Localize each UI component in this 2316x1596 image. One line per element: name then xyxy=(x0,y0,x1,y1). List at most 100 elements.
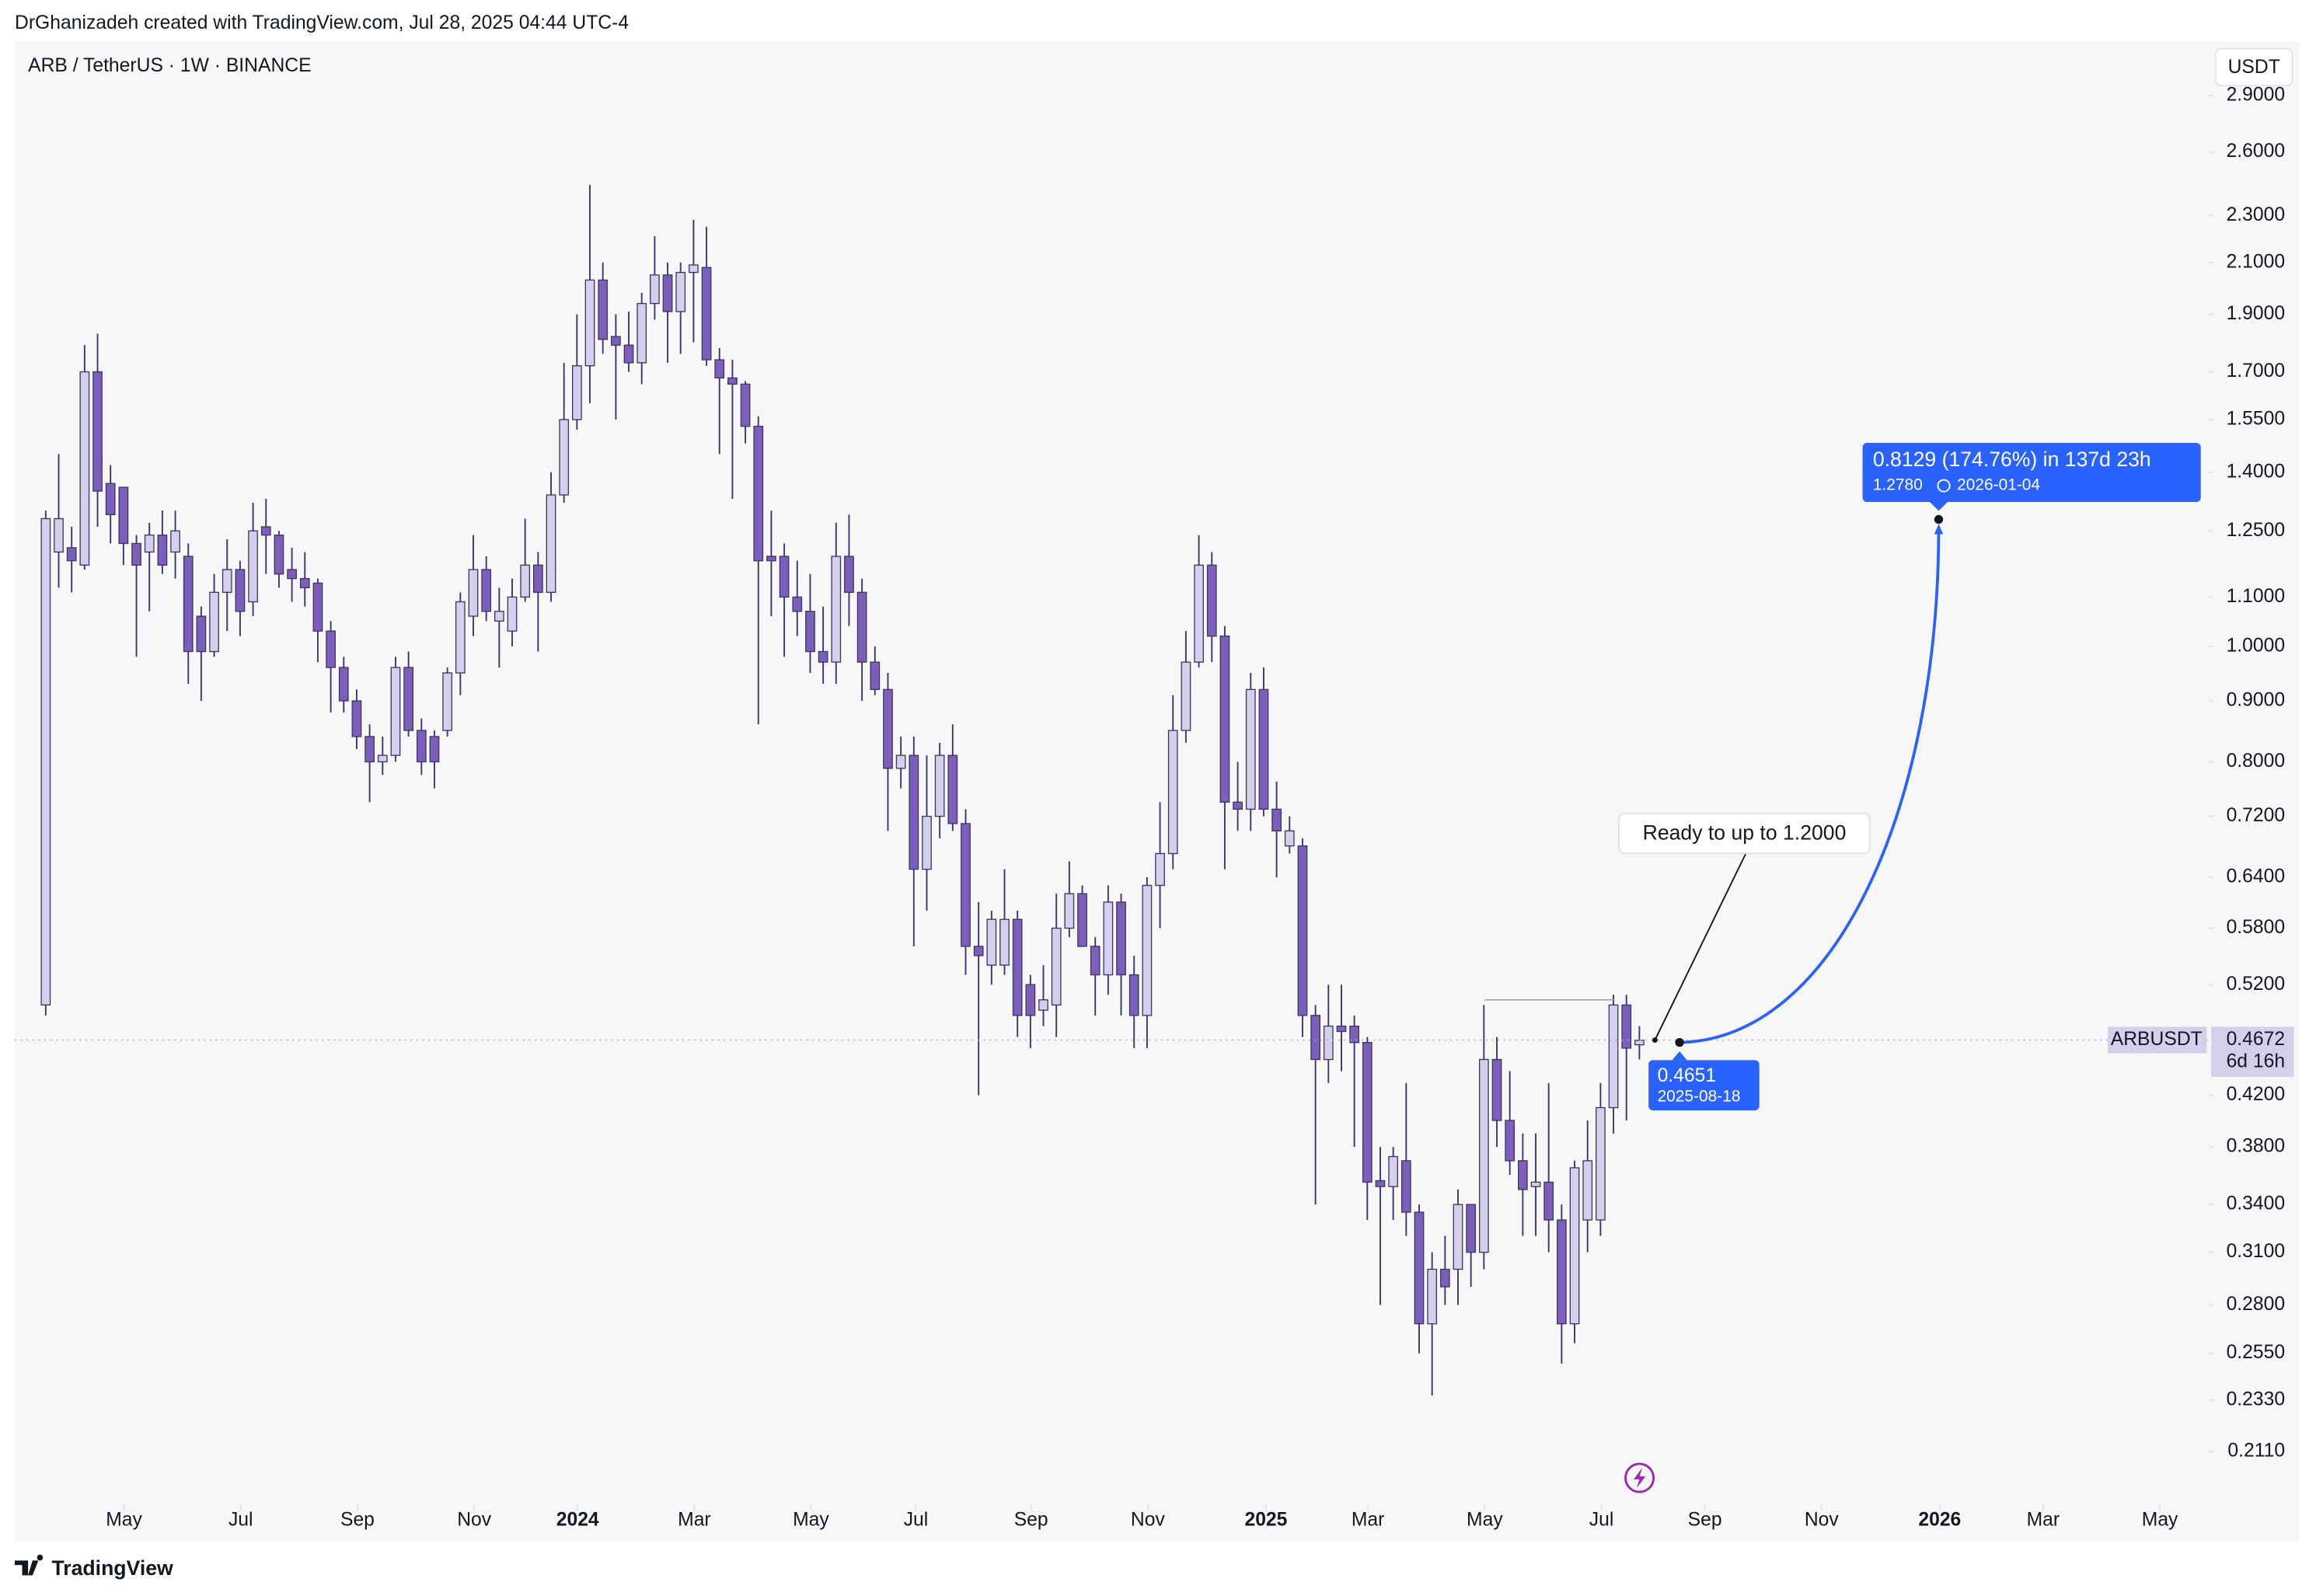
candle-body xyxy=(909,754,919,870)
x-tick-label: Sep xyxy=(340,1510,375,1531)
y-tick-label: 2.3000 xyxy=(2227,204,2286,225)
clock-icon xyxy=(1937,479,1951,493)
candle-body xyxy=(248,530,258,603)
countdown-label: 6d 16h xyxy=(2227,1051,2286,1072)
candle-body xyxy=(1400,1160,1411,1213)
candle-body xyxy=(701,267,712,361)
y-tick-label: 0.2330 xyxy=(2227,1389,2286,1410)
x-tick-label: Nov xyxy=(1131,1510,1166,1531)
candle-body xyxy=(1466,1204,1477,1253)
candle-body xyxy=(79,371,90,566)
candle-body xyxy=(650,274,660,305)
candle-body xyxy=(675,271,686,312)
footer-logo: TradingView xyxy=(15,1554,173,1580)
y-tick-label: 2.9000 xyxy=(2227,84,2286,105)
candle-body xyxy=(805,611,815,653)
candle-body xyxy=(1543,1181,1554,1221)
candle-body xyxy=(559,419,570,496)
callout-text: Ready to up to 1.2000 xyxy=(1643,821,1847,845)
candle-body xyxy=(157,534,168,566)
candle-body xyxy=(1271,808,1282,831)
candle-body xyxy=(922,815,932,870)
candle-body xyxy=(170,530,180,553)
y-tick-label: 1.7000 xyxy=(2227,361,2286,382)
y-tick-label: 0.3100 xyxy=(2227,1241,2286,1262)
candle-body xyxy=(209,591,219,653)
candle-body xyxy=(403,667,414,731)
candle-body xyxy=(870,661,881,691)
candle-body xyxy=(766,556,776,562)
candle-body xyxy=(1427,1268,1438,1325)
candle-body xyxy=(299,577,310,589)
candle-body xyxy=(623,344,634,364)
candle-body xyxy=(1608,1004,1619,1109)
y-tick-label: 1.2500 xyxy=(2227,520,2286,541)
x-tick-label: Jul xyxy=(1589,1510,1614,1531)
candle-body xyxy=(740,383,751,427)
candle-body xyxy=(455,601,466,674)
footer-text: TradingView xyxy=(52,1556,173,1580)
candle-body xyxy=(844,556,854,594)
x-tick-label: May xyxy=(106,1510,142,1531)
x-tick-label: 2026 xyxy=(1918,1510,1961,1531)
y-tick-label: 0.2110 xyxy=(2227,1440,2285,1461)
candle-body xyxy=(611,336,621,346)
x-tick-label: Mar xyxy=(678,1510,711,1531)
x-tick-label: 2025 xyxy=(1244,1510,1287,1531)
candle-body xyxy=(1116,901,1126,976)
candle-body xyxy=(792,596,803,612)
candle-body xyxy=(54,517,64,553)
candle-body xyxy=(973,946,984,957)
candle-body xyxy=(1530,1181,1541,1187)
candle-body xyxy=(1128,974,1139,1016)
candle-body xyxy=(1634,1040,1645,1046)
currency-box[interactable] xyxy=(2214,47,2293,87)
candle-body xyxy=(934,754,945,817)
candle-body xyxy=(947,754,958,824)
candle-body xyxy=(338,667,349,702)
candle-body xyxy=(1245,688,1256,810)
y-tick-label: 1.4000 xyxy=(2227,461,2286,482)
candle-body xyxy=(105,483,116,515)
candle-body xyxy=(1219,635,1230,803)
price-tag xyxy=(2211,1026,2294,1078)
candle-body xyxy=(196,615,207,653)
x-tick-label: Mar xyxy=(2027,1510,2060,1531)
candle-body xyxy=(1453,1204,1463,1270)
candle-body xyxy=(1323,1025,1334,1061)
candle-body xyxy=(714,359,725,379)
candle-body xyxy=(1181,661,1191,731)
candle-body xyxy=(1297,845,1308,1016)
candle-body xyxy=(1077,893,1087,947)
candle-body xyxy=(1349,1025,1360,1044)
candle-body xyxy=(999,918,1010,966)
x-tick-label: May xyxy=(2142,1510,2178,1531)
start-price: 0.4651 xyxy=(1658,1065,1717,1086)
candle-body xyxy=(1362,1042,1373,1183)
start-label-box xyxy=(1648,1060,1760,1110)
candle-body xyxy=(818,650,828,663)
x-tick-label: May xyxy=(1467,1510,1503,1531)
candle-body xyxy=(1439,1268,1450,1288)
projection-curve xyxy=(1679,528,1941,1044)
candle-body xyxy=(1155,852,1165,887)
x-tick-label: Jul xyxy=(228,1510,253,1531)
lightning-icon xyxy=(1624,1462,1655,1493)
candle-body xyxy=(1596,1106,1606,1221)
candle-body xyxy=(520,564,531,598)
x-tick-label: 2024 xyxy=(556,1510,599,1531)
y-tick-label: 1.9000 xyxy=(2227,303,2286,324)
y-tick-label: 2.6000 xyxy=(2227,141,2286,162)
candle-body xyxy=(92,371,103,492)
candle-body xyxy=(1388,1155,1399,1187)
symbol-label: ARBUSDT xyxy=(2111,1029,2203,1050)
symbol-tag xyxy=(2108,1026,2207,1054)
y-tick-label: 1.5500 xyxy=(2227,409,2286,430)
candle-body xyxy=(1258,688,1269,810)
candle-body xyxy=(377,754,388,763)
chart-title: ARB / TetherUS · 1W · BINANCE xyxy=(28,55,311,76)
candle-body xyxy=(753,426,764,562)
candle-body xyxy=(1284,830,1295,847)
y-tick-label: 0.3800 xyxy=(2227,1136,2286,1157)
candle-body xyxy=(118,486,129,545)
